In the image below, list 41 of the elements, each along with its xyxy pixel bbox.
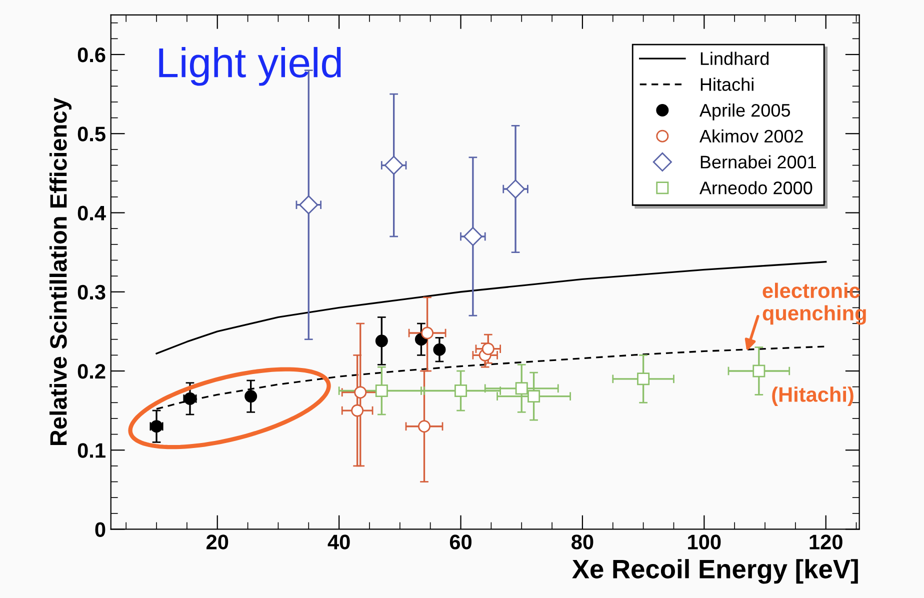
point [421,326,434,340]
point [351,404,364,417]
point [528,390,540,403]
legend-label: Akimov 2002 [699,129,803,143]
x-tick-label: 20 [206,534,228,550]
point [482,342,494,356]
point [506,179,526,199]
point [637,372,650,386]
point [375,384,388,398]
point [375,334,388,348]
x-tick-label: 80 [572,534,594,550]
point [354,386,367,399]
point [433,343,446,356]
legend-label: Hitachi [700,78,754,91]
x-tick-label: 100 [688,534,721,550]
y-tick-label: 0.5 [78,126,106,142]
x-tick-label: 40 [328,534,350,550]
point [244,390,258,403]
point [454,384,468,398]
y-axis-title: Relative Scintillation Efficiency [49,98,72,446]
legend-label: Bernabei 2001 [700,155,816,168]
legend-label: Lindhard [700,52,769,66]
point [463,226,482,246]
point [752,364,766,378]
legend-label: Arneodo 2000 [699,181,812,194]
legend-label: Aprile 2005 [699,103,790,120]
y-tick-label: 0.6 [78,48,106,62]
x-axis-title: Xe Recoil Energy [keV] [572,559,858,584]
y-tick-label: 0.3 [78,284,106,300]
x-tick-label: 120 [810,534,842,550]
annotation: (Hitachi) [772,386,854,406]
point [515,382,528,395]
point [384,156,404,175]
point [418,420,430,433]
y-tick-label: 0.2 [78,364,106,379]
x-tick-label: 60 [450,534,472,550]
y-tick-label: 0.4 [78,206,106,221]
point [299,195,318,214]
y-tick-label: 0.1 [78,443,106,458]
y-tick-label: 0 [95,522,106,537]
annotation: Light yield [159,46,341,86]
